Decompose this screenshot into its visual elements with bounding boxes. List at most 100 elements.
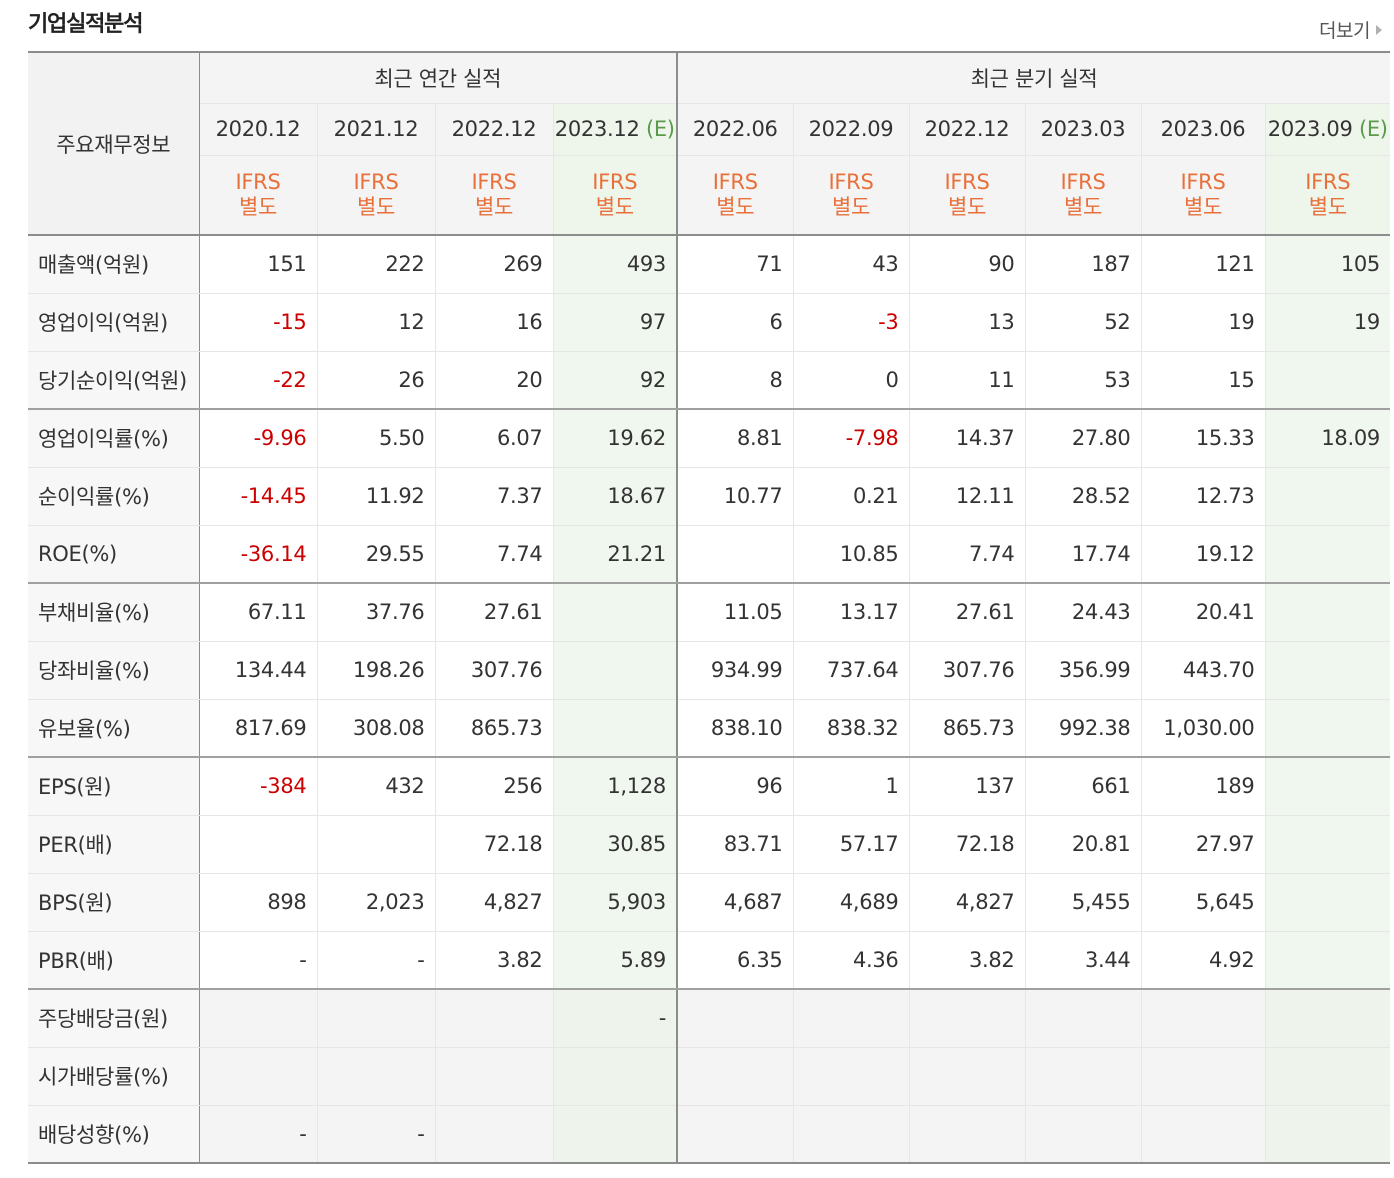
value-cell bbox=[1140, 989, 1265, 1048]
value-cell: 4,827 bbox=[908, 873, 1025, 932]
value-cell: 6.35 bbox=[676, 931, 793, 990]
value-cell bbox=[792, 1105, 909, 1164]
value-cell bbox=[676, 1047, 793, 1106]
value-cell: 72.18 bbox=[908, 815, 1025, 874]
value-cell: 134.44 bbox=[198, 641, 317, 700]
value-cell: 5.89 bbox=[552, 931, 677, 990]
value-cell: 5.50 bbox=[316, 409, 435, 468]
value-cell bbox=[908, 1105, 1025, 1164]
value-cell: 992.38 bbox=[1024, 699, 1141, 758]
value-cell bbox=[676, 989, 793, 1048]
period-label: 2023.09 bbox=[1267, 117, 1353, 141]
basis-header: IFRS 별도 bbox=[316, 155, 435, 236]
row-label: ROE(%) bbox=[28, 525, 200, 584]
value-cell: 67.11 bbox=[198, 583, 317, 642]
value-cell: 97 bbox=[552, 293, 677, 352]
basis-type: 별도 bbox=[238, 194, 278, 219]
period-header: 2023.03 bbox=[1024, 103, 1141, 156]
value-cell: 6.07 bbox=[434, 409, 553, 468]
value-cell: - bbox=[552, 989, 677, 1048]
value-cell: 17.74 bbox=[1024, 525, 1141, 584]
value-cell: 4,689 bbox=[792, 873, 909, 932]
value-cell: 865.73 bbox=[434, 699, 553, 758]
value-cell: 10.85 bbox=[792, 525, 909, 584]
value-cell bbox=[908, 989, 1025, 1048]
value-cell: 817.69 bbox=[198, 699, 317, 758]
value-cell: 5,455 bbox=[1024, 873, 1141, 932]
value-cell: 4,687 bbox=[676, 873, 793, 932]
value-cell bbox=[1140, 1047, 1265, 1106]
value-cell: 7.74 bbox=[908, 525, 1025, 584]
value-cell bbox=[1264, 989, 1390, 1048]
value-cell: -7.98 bbox=[792, 409, 909, 468]
value-cell: 12 bbox=[316, 293, 435, 352]
value-cell: 83.71 bbox=[676, 815, 793, 874]
period-label: 2022.06 bbox=[692, 117, 778, 141]
value-cell: -15 bbox=[198, 293, 317, 352]
value-cell bbox=[908, 1047, 1025, 1106]
value-cell: 865.73 bbox=[908, 699, 1025, 758]
value-cell: 307.76 bbox=[908, 641, 1025, 700]
value-cell: 7.37 bbox=[434, 467, 553, 526]
value-cell: 493 bbox=[552, 235, 677, 294]
period-header: 2023.12 (E) bbox=[552, 103, 677, 156]
value-cell: 52 bbox=[1024, 293, 1141, 352]
table-row: 유보율(%) 817.69 308.08 865.73 838.10 838.32 865.… bbox=[28, 699, 1390, 758]
period-header: 2022.06 bbox=[676, 103, 793, 156]
value-cell: - bbox=[316, 931, 435, 990]
value-cell bbox=[1264, 757, 1390, 816]
value-cell: 1,030.00 bbox=[1140, 699, 1265, 758]
period-header: 2022.12 bbox=[434, 103, 553, 156]
value-cell: 121 bbox=[1140, 235, 1265, 294]
basis-type: 별도 bbox=[1308, 194, 1347, 219]
value-cell: 5,645 bbox=[1140, 873, 1265, 932]
value-cell: 57.17 bbox=[792, 815, 909, 874]
value-cell bbox=[434, 1047, 553, 1106]
basis-standard: IFRS bbox=[712, 169, 758, 194]
value-cell: 443.70 bbox=[1140, 641, 1265, 700]
table-row: 순이익률(%) -14.45 11.92 7.37 18.67 10.77 0.21 12.1… bbox=[28, 467, 1390, 526]
value-cell bbox=[1264, 699, 1390, 758]
value-cell: 96 bbox=[676, 757, 793, 816]
more-button[interactable]: 더보기 bbox=[1319, 16, 1382, 43]
value-cell bbox=[1140, 1105, 1265, 1164]
value-cell: 12.73 bbox=[1140, 467, 1265, 526]
value-cell: 12.11 bbox=[908, 467, 1025, 526]
value-cell: - bbox=[316, 1105, 435, 1164]
value-cell: -36.14 bbox=[198, 525, 317, 584]
row-label: 부채비율(%) bbox=[28, 583, 200, 642]
value-cell: 30.85 bbox=[552, 815, 677, 874]
value-cell: - bbox=[198, 931, 317, 990]
basis-header: IFRS 별도 bbox=[792, 155, 909, 236]
value-cell: 28.52 bbox=[1024, 467, 1141, 526]
value-cell bbox=[552, 699, 677, 758]
value-cell: 1,128 bbox=[552, 757, 677, 816]
value-cell bbox=[1264, 1047, 1390, 1106]
value-cell: 256 bbox=[434, 757, 553, 816]
value-cell: 934.99 bbox=[676, 641, 793, 700]
row-label: 순이익률(%) bbox=[28, 467, 200, 526]
value-cell: -384 bbox=[198, 757, 317, 816]
value-cell bbox=[1264, 583, 1390, 642]
value-cell: 5,903 bbox=[552, 873, 677, 932]
period-header: 2023.09 (E) bbox=[1264, 103, 1390, 156]
basis-standard: IFRS bbox=[353, 169, 399, 194]
value-cell: 90 bbox=[908, 235, 1025, 294]
table-row: 배당성향(%) - - bbox=[28, 1105, 1390, 1164]
value-cell: -3 bbox=[792, 293, 909, 352]
basis-header: IFRS 별도 bbox=[1024, 155, 1141, 236]
value-cell: 4,827 bbox=[434, 873, 553, 932]
value-cell bbox=[1024, 1105, 1141, 1164]
value-cell: 14.37 bbox=[908, 409, 1025, 468]
value-cell: 3.82 bbox=[908, 931, 1025, 990]
value-cell: 137 bbox=[908, 757, 1025, 816]
row-label: 시가배당률(%) bbox=[28, 1047, 200, 1106]
value-cell: 307.76 bbox=[434, 641, 553, 700]
basis-type: 별도 bbox=[1183, 194, 1223, 219]
value-cell bbox=[434, 989, 553, 1048]
value-cell bbox=[198, 989, 317, 1048]
value-cell: 737.64 bbox=[792, 641, 909, 700]
value-cell bbox=[552, 1047, 677, 1106]
basis-header: IFRS 별도 bbox=[1140, 155, 1265, 236]
value-cell: 432 bbox=[316, 757, 435, 816]
